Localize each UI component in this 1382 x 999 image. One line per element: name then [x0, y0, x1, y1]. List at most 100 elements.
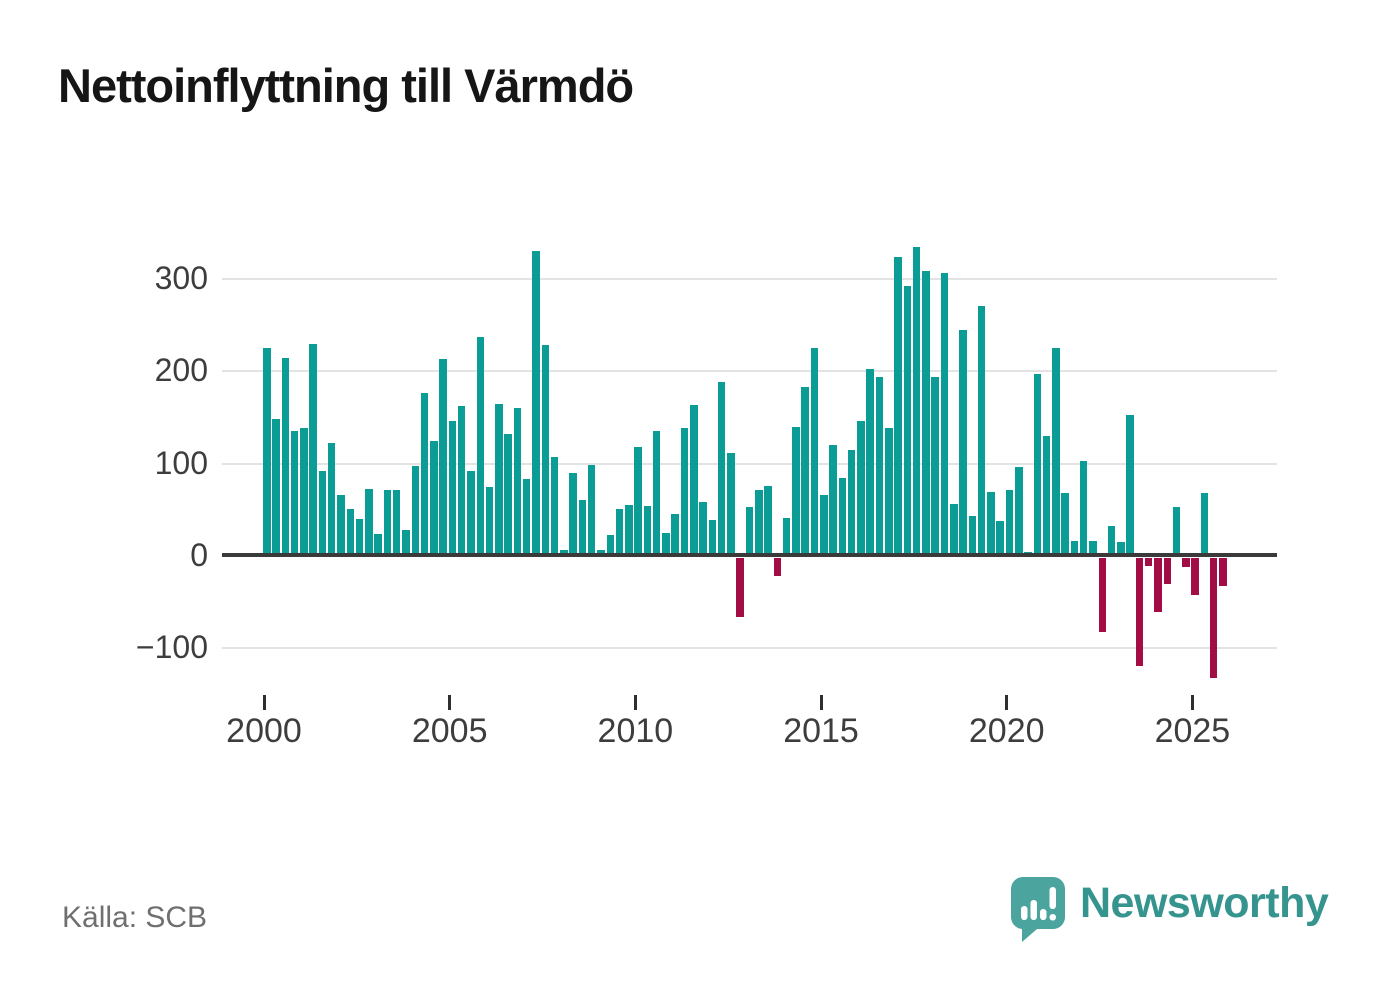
bar-2020-q1	[1005, 489, 1014, 556]
bar-2003-q2	[383, 489, 392, 556]
bar-2023-q3	[1135, 558, 1144, 667]
bar-2000-q2	[272, 419, 280, 556]
y-axis-label--100: −100	[135, 629, 208, 666]
bar-2012-q2	[717, 382, 726, 556]
bar-2020-q2	[1015, 467, 1023, 556]
bar-2010-q1	[634, 447, 642, 556]
bar-2018-q1	[931, 376, 939, 556]
bar-2022-q1	[1079, 460, 1088, 556]
bar-2008-q2	[569, 472, 577, 556]
bar-2025-q3	[1209, 558, 1218, 679]
gridline-y--100	[222, 647, 1277, 650]
bar-2005-q2	[457, 406, 466, 556]
x-axis-tick-2005	[448, 695, 452, 710]
x-axis-label-2025: 2025	[1154, 712, 1231, 750]
bar-2023-q1	[1117, 542, 1125, 556]
bar-2009-q4	[625, 505, 633, 556]
bar-2011-q2	[680, 427, 689, 556]
chart-title: Nettoinflyttning till Värmdö	[58, 59, 634, 112]
x-axis-tick-2015	[819, 695, 823, 710]
bar-2017-q2	[903, 286, 912, 556]
x-axis-tick-2000	[262, 695, 266, 710]
bar-2001-q1	[300, 427, 308, 556]
bar-2024-q3	[1172, 507, 1181, 556]
bar-2017-q1	[894, 256, 902, 556]
bar-2025-q1	[1191, 558, 1199, 595]
bar-2010-q2	[643, 506, 652, 556]
bar-2013-q3	[764, 485, 772, 556]
bar-2003-q3	[392, 489, 401, 556]
bar-2001-q3	[318, 471, 327, 556]
bar-2018-q3	[950, 504, 958, 556]
bar-2006-q2	[495, 403, 503, 556]
bar-2022-q2	[1089, 541, 1097, 556]
bar-2015-q1	[820, 495, 828, 556]
bar-2013-q1	[745, 507, 754, 556]
x-axis-label-2005: 2005	[411, 712, 488, 750]
gridline-y-100	[222, 462, 1277, 465]
source-caption: Källa: SCB	[62, 901, 208, 934]
bar-2020-q4	[1033, 374, 1042, 556]
bar-2013-q2	[755, 490, 763, 556]
bar-2011-q3	[690, 404, 698, 556]
bar-2005-q3	[467, 471, 475, 556]
bar-2009-q3	[615, 508, 624, 556]
bar-2019-q3	[987, 492, 995, 556]
bar-2000-q1	[263, 348, 271, 556]
bar-2021-q3	[1061, 493, 1069, 556]
bar-2004-q2	[420, 392, 429, 556]
bar-2021-q4	[1070, 541, 1079, 556]
bar-2010-q3	[652, 431, 661, 556]
bar-2019-q2	[977, 305, 986, 556]
bar-2019-q1	[968, 516, 977, 556]
bar-2000-q4	[290, 431, 299, 556]
bar-2016-q2	[866, 368, 874, 556]
bar-2005-q4	[476, 337, 485, 556]
y-axis-label-0: 0	[190, 537, 208, 573]
bar-2023-q4	[1144, 558, 1153, 567]
x-axis-tick-2025	[1190, 695, 1194, 710]
bar-2014-q3	[801, 387, 809, 556]
bar-2021-q1	[1042, 435, 1051, 556]
bar-2001-q4	[327, 443, 336, 556]
x-axis-tick-2020	[1005, 695, 1009, 710]
x-axis-label-2015: 2015	[783, 712, 859, 750]
y-axis-label-300: 300	[154, 260, 208, 296]
bar-2017-q4	[922, 270, 930, 556]
gridline-y-200	[222, 370, 1277, 373]
bar-2004-q3	[430, 440, 438, 556]
bar-2016-q1	[857, 421, 865, 556]
bar-2014-q4	[810, 348, 819, 556]
bar-2023-q2	[1126, 414, 1134, 556]
bar-2007-q3	[541, 345, 550, 556]
bar-2013-q4	[773, 558, 782, 577]
bar-2021-q2	[1052, 348, 1060, 556]
bar-2007-q2	[532, 251, 540, 556]
bar-2002-q2	[346, 508, 355, 556]
bar-2003-q4	[402, 530, 410, 556]
bar-2025-q4	[1219, 558, 1227, 586]
bar-2003-q1	[374, 533, 382, 556]
bar-2007-q4	[550, 457, 559, 556]
bar-2016-q4	[885, 427, 893, 556]
bar-2007-q1	[522, 479, 531, 556]
bar-2015-q4	[847, 449, 856, 556]
bar-2024-q1	[1154, 558, 1162, 613]
bar-2006-q4	[513, 408, 522, 556]
bar-2022-q4	[1107, 526, 1116, 556]
newsworthy-logo-text: Newsworthy	[1080, 879, 1329, 927]
x-axis-zero-line	[222, 553, 1277, 557]
bar-2010-q4	[662, 532, 670, 556]
y-axis-label-100: 100	[154, 444, 208, 481]
bar-2008-q3	[578, 499, 587, 556]
bar-2024-q2	[1163, 558, 1172, 584]
y-axis-label-200: 200	[154, 352, 208, 389]
newsworthy-logo: Newsworthy	[1010, 877, 1329, 943]
bar-2015-q2	[829, 445, 837, 556]
bar-2017-q3	[912, 246, 921, 556]
bar-2005-q1	[448, 421, 457, 556]
bar-2011-q1	[671, 514, 679, 556]
bar-2002-q3	[355, 519, 364, 556]
x-axis-label-2000: 2000	[226, 712, 302, 750]
